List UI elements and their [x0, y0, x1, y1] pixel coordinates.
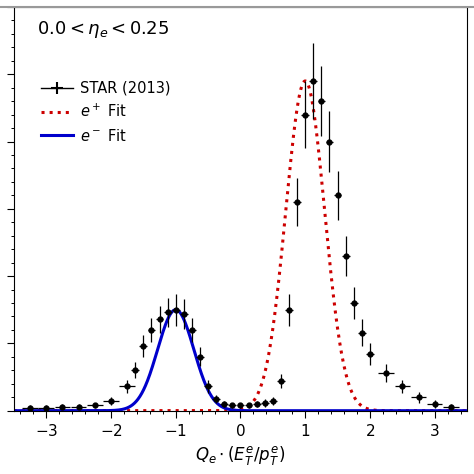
Legend: STAR (2013), $e^+$ Fit, $e^-$ Fit: STAR (2013), $e^+$ Fit, $e^-$ Fit [35, 75, 176, 149]
X-axis label: $Q_e \cdot (E_T^e/p_T^e)$: $Q_e \cdot (E_T^e/p_T^e)$ [195, 444, 285, 467]
Text: $0.0 < \eta_e < 0.25$: $0.0 < \eta_e < 0.25$ [36, 19, 169, 40]
